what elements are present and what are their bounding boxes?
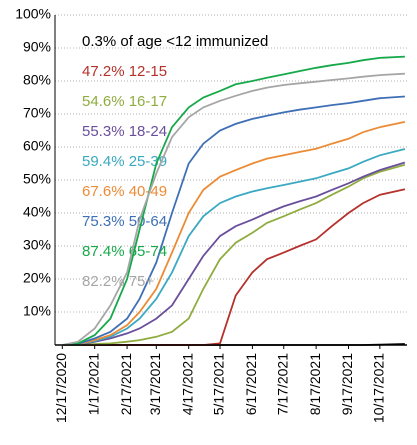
y-tick-label: 50% (23, 171, 51, 187)
y-tick-label: 90% (23, 39, 51, 55)
series-label: 0.3% of age <12 immunized (82, 33, 268, 50)
series-label: 55.3% 18-24 (82, 123, 167, 140)
x-tick-label: 3/17/2021 (147, 353, 163, 415)
y-tick-label: 40% (23, 204, 51, 220)
x-tick-label: 5/17/2021 (211, 353, 227, 415)
y-tick-label: 60% (23, 138, 51, 154)
series-line (62, 148, 406, 346)
series-line (62, 95, 405, 346)
x-tick-label: 10/17/2021 (371, 353, 387, 423)
x-tick-label: 4/17/2021 (179, 353, 195, 415)
x-tick-label: 2/17/2021 (118, 353, 134, 415)
series-line (62, 72, 405, 346)
y-tick-label: 20% (23, 270, 51, 286)
series-line (62, 55, 405, 346)
y-tick-label: 10% (23, 303, 51, 319)
x-tick-label: 1/17/2021 (85, 353, 101, 415)
series-label: 75.3% 50-64 (82, 213, 167, 230)
x-tick-label: 8/17/2021 (307, 353, 323, 415)
series-label: 59.4% 25-39 (82, 153, 167, 170)
series-label: 82.2% 75+ (82, 273, 154, 290)
series-line (62, 163, 406, 346)
x-tick-label: 9/17/2021 (339, 353, 355, 415)
y-tick-label: 80% (23, 72, 51, 88)
series-line (62, 121, 406, 346)
series-label: 54.6% 16-17 (82, 93, 167, 110)
series-label: 67.6% 40-49 (82, 183, 167, 200)
series-line (62, 161, 406, 346)
x-tick-label: 7/17/2021 (274, 353, 290, 415)
series-label: 87.4% 65-74 (82, 243, 167, 260)
y-tick-label: 70% (23, 105, 51, 121)
series-label: 47.2% 12-15 (82, 63, 167, 80)
y-tick-label: 100% (15, 6, 51, 22)
x-tick-label: 6/17/2021 (243, 353, 259, 415)
y-tick-label: 30% (23, 237, 51, 253)
x-tick-label: 12/17/2020 (53, 353, 69, 423)
